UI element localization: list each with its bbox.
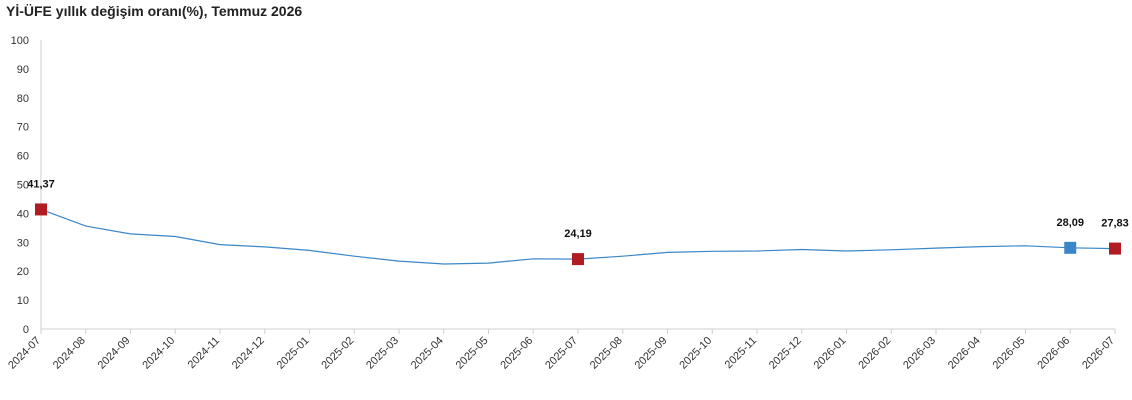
chart-title: Yİ-ÜFE yıllık değişim oranı(%), Temmuz 2… <box>6 3 303 19</box>
y-tick-label: 40 <box>17 208 29 220</box>
data-label: 24,19 <box>564 228 592 240</box>
x-tick-label: 2026-05 <box>991 335 1028 372</box>
x-tick-label: 2026-04 <box>946 335 983 372</box>
data-labels: 41,37 24,19 28,09 27,83 <box>27 178 1129 240</box>
x-tick-label: 2025-11 <box>723 335 759 371</box>
y-tick-label: 80 <box>17 93 29 105</box>
y-tick-label: 60 <box>17 151 29 163</box>
x-tick-label: 2024-12 <box>230 335 267 372</box>
x-tick-label: 2026-03 <box>901 335 938 372</box>
highlight-marker <box>1109 242 1121 255</box>
x-tick-label: 2025-07 <box>543 335 580 372</box>
highlight-markers <box>35 203 1121 266</box>
x-tick-label: 2026-02 <box>856 335 893 372</box>
highlight-marker <box>35 203 47 216</box>
x-tick-label: 2026-01 <box>812 335 849 372</box>
y-tick-label: 90 <box>17 64 29 76</box>
highlight-marker <box>572 253 584 266</box>
x-tick-label: 2026-06 <box>1035 335 1072 372</box>
x-tick-label: 2025-09 <box>633 335 670 372</box>
x-tick-label: 2025-12 <box>767 335 804 372</box>
y-tick-label: 0 <box>23 324 29 336</box>
data-label: 41,37 <box>27 178 55 190</box>
highlight-marker <box>1064 241 1077 254</box>
x-tick-label: 2026-07 <box>1080 335 1117 372</box>
x-tick-label: 2024-11 <box>186 335 222 371</box>
y-tick-label: 50 <box>17 180 29 192</box>
x-tick-label: 2024-07 <box>6 335 43 372</box>
x-tick-label: 2025-02 <box>319 335 356 372</box>
x-tick-label: 2024-08 <box>51 335 88 372</box>
x-tick-label: 2025-10 <box>677 335 714 372</box>
x-tick-label: 2025-05 <box>454 335 491 372</box>
y-tick-label: 100 <box>11 35 29 47</box>
x-tick-label: 2025-04 <box>409 335 446 372</box>
data-label: 28,09 <box>1056 217 1084 229</box>
x-tick-label: 2025-03 <box>364 335 401 372</box>
x-tick-label: 2025-06 <box>498 335 535 372</box>
x-tick-label: 2025-01 <box>275 335 312 372</box>
x-tick-label: 2024-09 <box>96 335 133 372</box>
y-axis: 0 10 20 30 40 50 60 70 80 90 100 <box>11 35 42 336</box>
x-tick-label: 2025-08 <box>588 335 625 372</box>
y-tick-label: 30 <box>17 237 29 249</box>
data-label: 27,83 <box>1101 218 1129 230</box>
x-axis: 2024-07 2024-08 2024-09 2024-10 2024-11 2024-… <box>6 328 1117 372</box>
y-tick-label: 10 <box>17 295 29 307</box>
y-tick-label: 70 <box>17 122 29 134</box>
y-tick-label: 20 <box>17 266 29 278</box>
x-tick-label: 2024-10 <box>140 335 177 372</box>
